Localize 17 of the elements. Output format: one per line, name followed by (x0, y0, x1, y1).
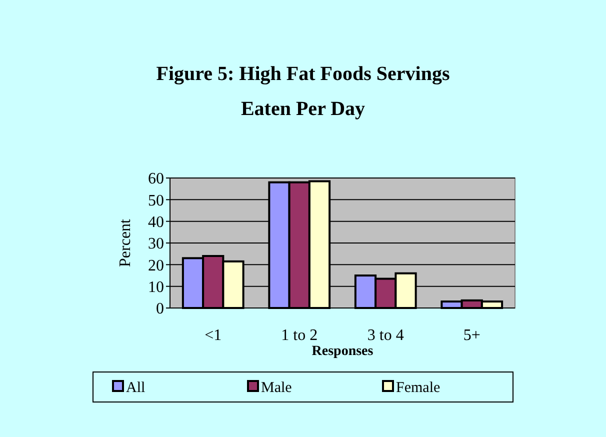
legend-label: Male (261, 380, 292, 396)
x-tick-label: <1 (204, 327, 222, 344)
y-tick-label: 40 (148, 214, 164, 231)
x-tick-label: 1 to 2 (281, 327, 318, 344)
x-tick-label: 5+ (463, 327, 480, 344)
y-tick-label: 20 (148, 257, 164, 274)
y-tick-label: 10 (148, 278, 164, 296)
y-tick-label: 60 (148, 170, 164, 188)
x-axis-title: Responses (312, 344, 374, 359)
x-tick-label: 3 to 4 (367, 327, 404, 344)
legend-label: All (126, 380, 146, 396)
legend-label: Female (396, 380, 440, 396)
y-tick-label: 0 (156, 300, 164, 318)
y-tick-label: 30 (148, 236, 164, 253)
y-axis-title: Percent (117, 218, 134, 267)
y-tick-label: 50 (148, 192, 164, 210)
chart-title: Figure 5: High Fat Foods Servings Eaten Per Day (156, 63, 450, 120)
